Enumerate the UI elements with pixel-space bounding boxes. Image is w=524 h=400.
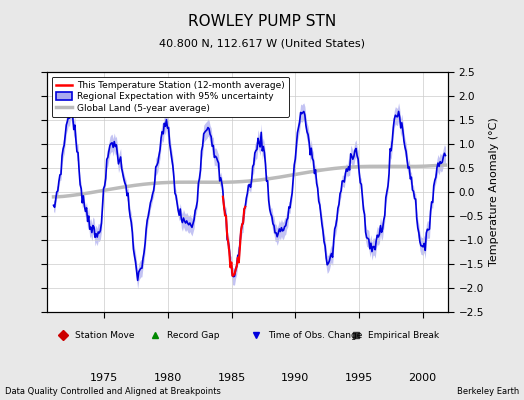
Text: 40.800 N, 112.617 W (United States): 40.800 N, 112.617 W (United States) <box>159 38 365 48</box>
Text: Berkeley Earth: Berkeley Earth <box>456 387 519 396</box>
Text: Station Move: Station Move <box>75 330 135 340</box>
Y-axis label: Temperature Anomaly (°C): Temperature Anomaly (°C) <box>489 118 499 266</box>
Text: Time of Obs. Change: Time of Obs. Change <box>268 330 362 340</box>
Text: ROWLEY PUMP STN: ROWLEY PUMP STN <box>188 14 336 29</box>
Text: Empirical Break: Empirical Break <box>368 330 439 340</box>
Text: Record Gap: Record Gap <box>168 330 220 340</box>
Text: Data Quality Controlled and Aligned at Breakpoints: Data Quality Controlled and Aligned at B… <box>5 387 221 396</box>
Legend: This Temperature Station (12-month average), Regional Expectation with 95% uncer: This Temperature Station (12-month avera… <box>52 76 289 117</box>
